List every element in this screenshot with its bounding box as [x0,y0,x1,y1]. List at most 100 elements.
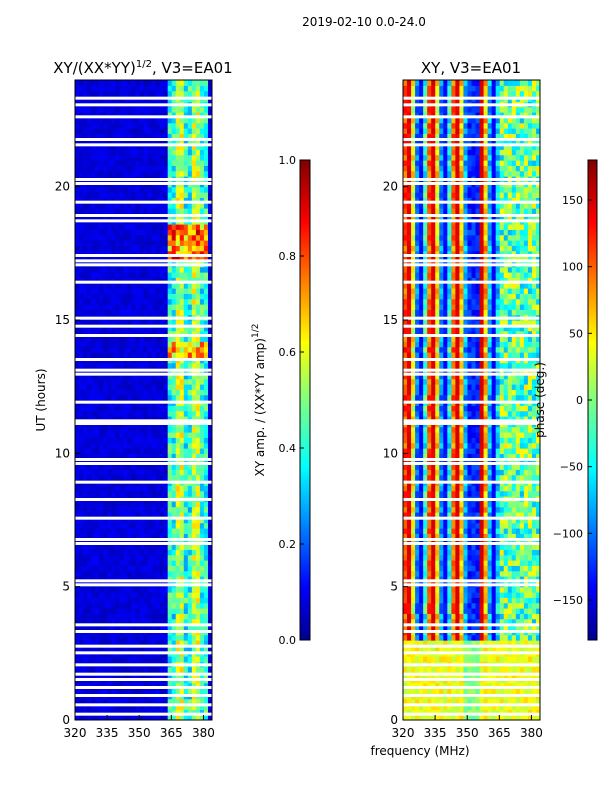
amplitude-cell [115,378,120,385]
phase-cell [495,608,501,614]
amplitude-cell [179,666,185,673]
phase-cell [479,602,485,609]
amplitude-cell [135,117,141,124]
amplitude-cell [171,592,177,598]
phase-cell [443,709,448,716]
amplitude-cell [127,634,133,641]
amplitude-flagged-row [75,368,212,372]
amplitude-cell [107,293,112,300]
phase-cell [495,704,501,710]
amplitude-cell [151,704,157,710]
amplitude-cell [127,389,133,396]
amplitude-cell [155,245,161,252]
amplitude-cell [179,698,185,705]
amplitude-cell [191,490,197,497]
amplitude-cell [187,149,193,156]
amplitude-cell [179,602,185,609]
amplitude-cell [127,549,133,556]
amplitude-cell [75,501,80,508]
amplitude-cell [91,293,96,300]
phase-cell [435,682,440,689]
amplitude-cell [79,442,84,449]
amplitude-heatmap [75,80,212,720]
phase-cell [403,666,408,673]
amplitude-cell [203,426,209,433]
phase-cell [535,640,540,646]
phase-cell [511,698,517,705]
amplitude-cell [151,277,157,284]
amplitude-cell [123,586,128,593]
amplitude-cell [147,416,153,422]
phase-cell [463,645,469,652]
amplitude-cell [175,490,181,497]
amplitude-cell [75,362,80,369]
phase-cell [411,640,416,646]
phase-cell [535,624,540,630]
amplitude-cell [91,282,96,289]
amplitude-cell [207,378,212,385]
amplitude-cell [155,517,161,524]
amplitude-cell [139,485,145,492]
amplitude-cell [87,522,92,529]
amplitude-cell [83,80,88,86]
phase-cell [483,608,489,614]
amplitude-cell [115,240,120,246]
amplitude-cell [159,426,165,433]
amplitude-cell [99,656,104,662]
amplitude-cell [195,330,201,337]
amplitude-cell [79,586,84,593]
amplitude-cell [207,426,212,433]
amplitude-cell [119,522,124,529]
amplitude-cell [195,144,201,150]
amplitude-cell [155,432,161,438]
amplitude-cell [159,437,165,444]
amplitude-cell [155,554,161,561]
amplitude-cell [195,304,201,310]
amplitude-cell [151,165,157,172]
amplitude-cell [103,250,108,257]
amplitude-cell [183,437,189,444]
amplitude-cell [103,570,108,577]
amplitude-cell [183,512,189,518]
amplitude-cell [207,277,212,284]
amplitude-cell [159,538,165,545]
amplitude-cell [99,240,104,246]
amplitude-cell [167,634,173,641]
amplitude-cell [183,138,189,145]
amplitude-cell [115,336,120,342]
amplitude-cell [91,714,96,720]
amplitude-cell [159,240,165,246]
amplitude-cell [143,128,149,134]
amplitude-cell [191,208,197,214]
amplitude-cell [111,528,116,534]
amplitude-cell [95,112,100,118]
amplitude-cell [151,229,157,236]
amplitude-cell [115,608,120,614]
amplitude-cell [135,186,141,193]
amplitude-cell [147,618,153,625]
phase-cell [411,714,416,720]
amplitude-cell [99,405,104,412]
amplitude-cell [131,229,137,236]
phase-cell [507,634,513,641]
amplitude-cell [127,512,133,518]
amplitude-cell [103,709,108,716]
amplitude-cell [83,464,88,470]
amplitude-cell [127,554,133,561]
amplitude-cell [99,544,104,550]
amplitude-cell [111,192,116,198]
amplitude-cell [131,128,137,134]
amplitude-cell [179,133,185,140]
amplitude-cell [135,698,141,705]
amplitude-cell [147,325,153,332]
amplitude-cell [147,501,153,508]
amplitude-cell [147,160,153,166]
amplitude-cell [135,597,141,604]
amplitude-cell [167,346,173,353]
amplitude-cell [75,608,80,614]
amplitude-cell [83,565,88,572]
amplitude-cell [123,442,128,449]
amplitude-cell [91,538,96,545]
phase-cell [523,709,529,716]
amplitude-cell [99,165,104,172]
